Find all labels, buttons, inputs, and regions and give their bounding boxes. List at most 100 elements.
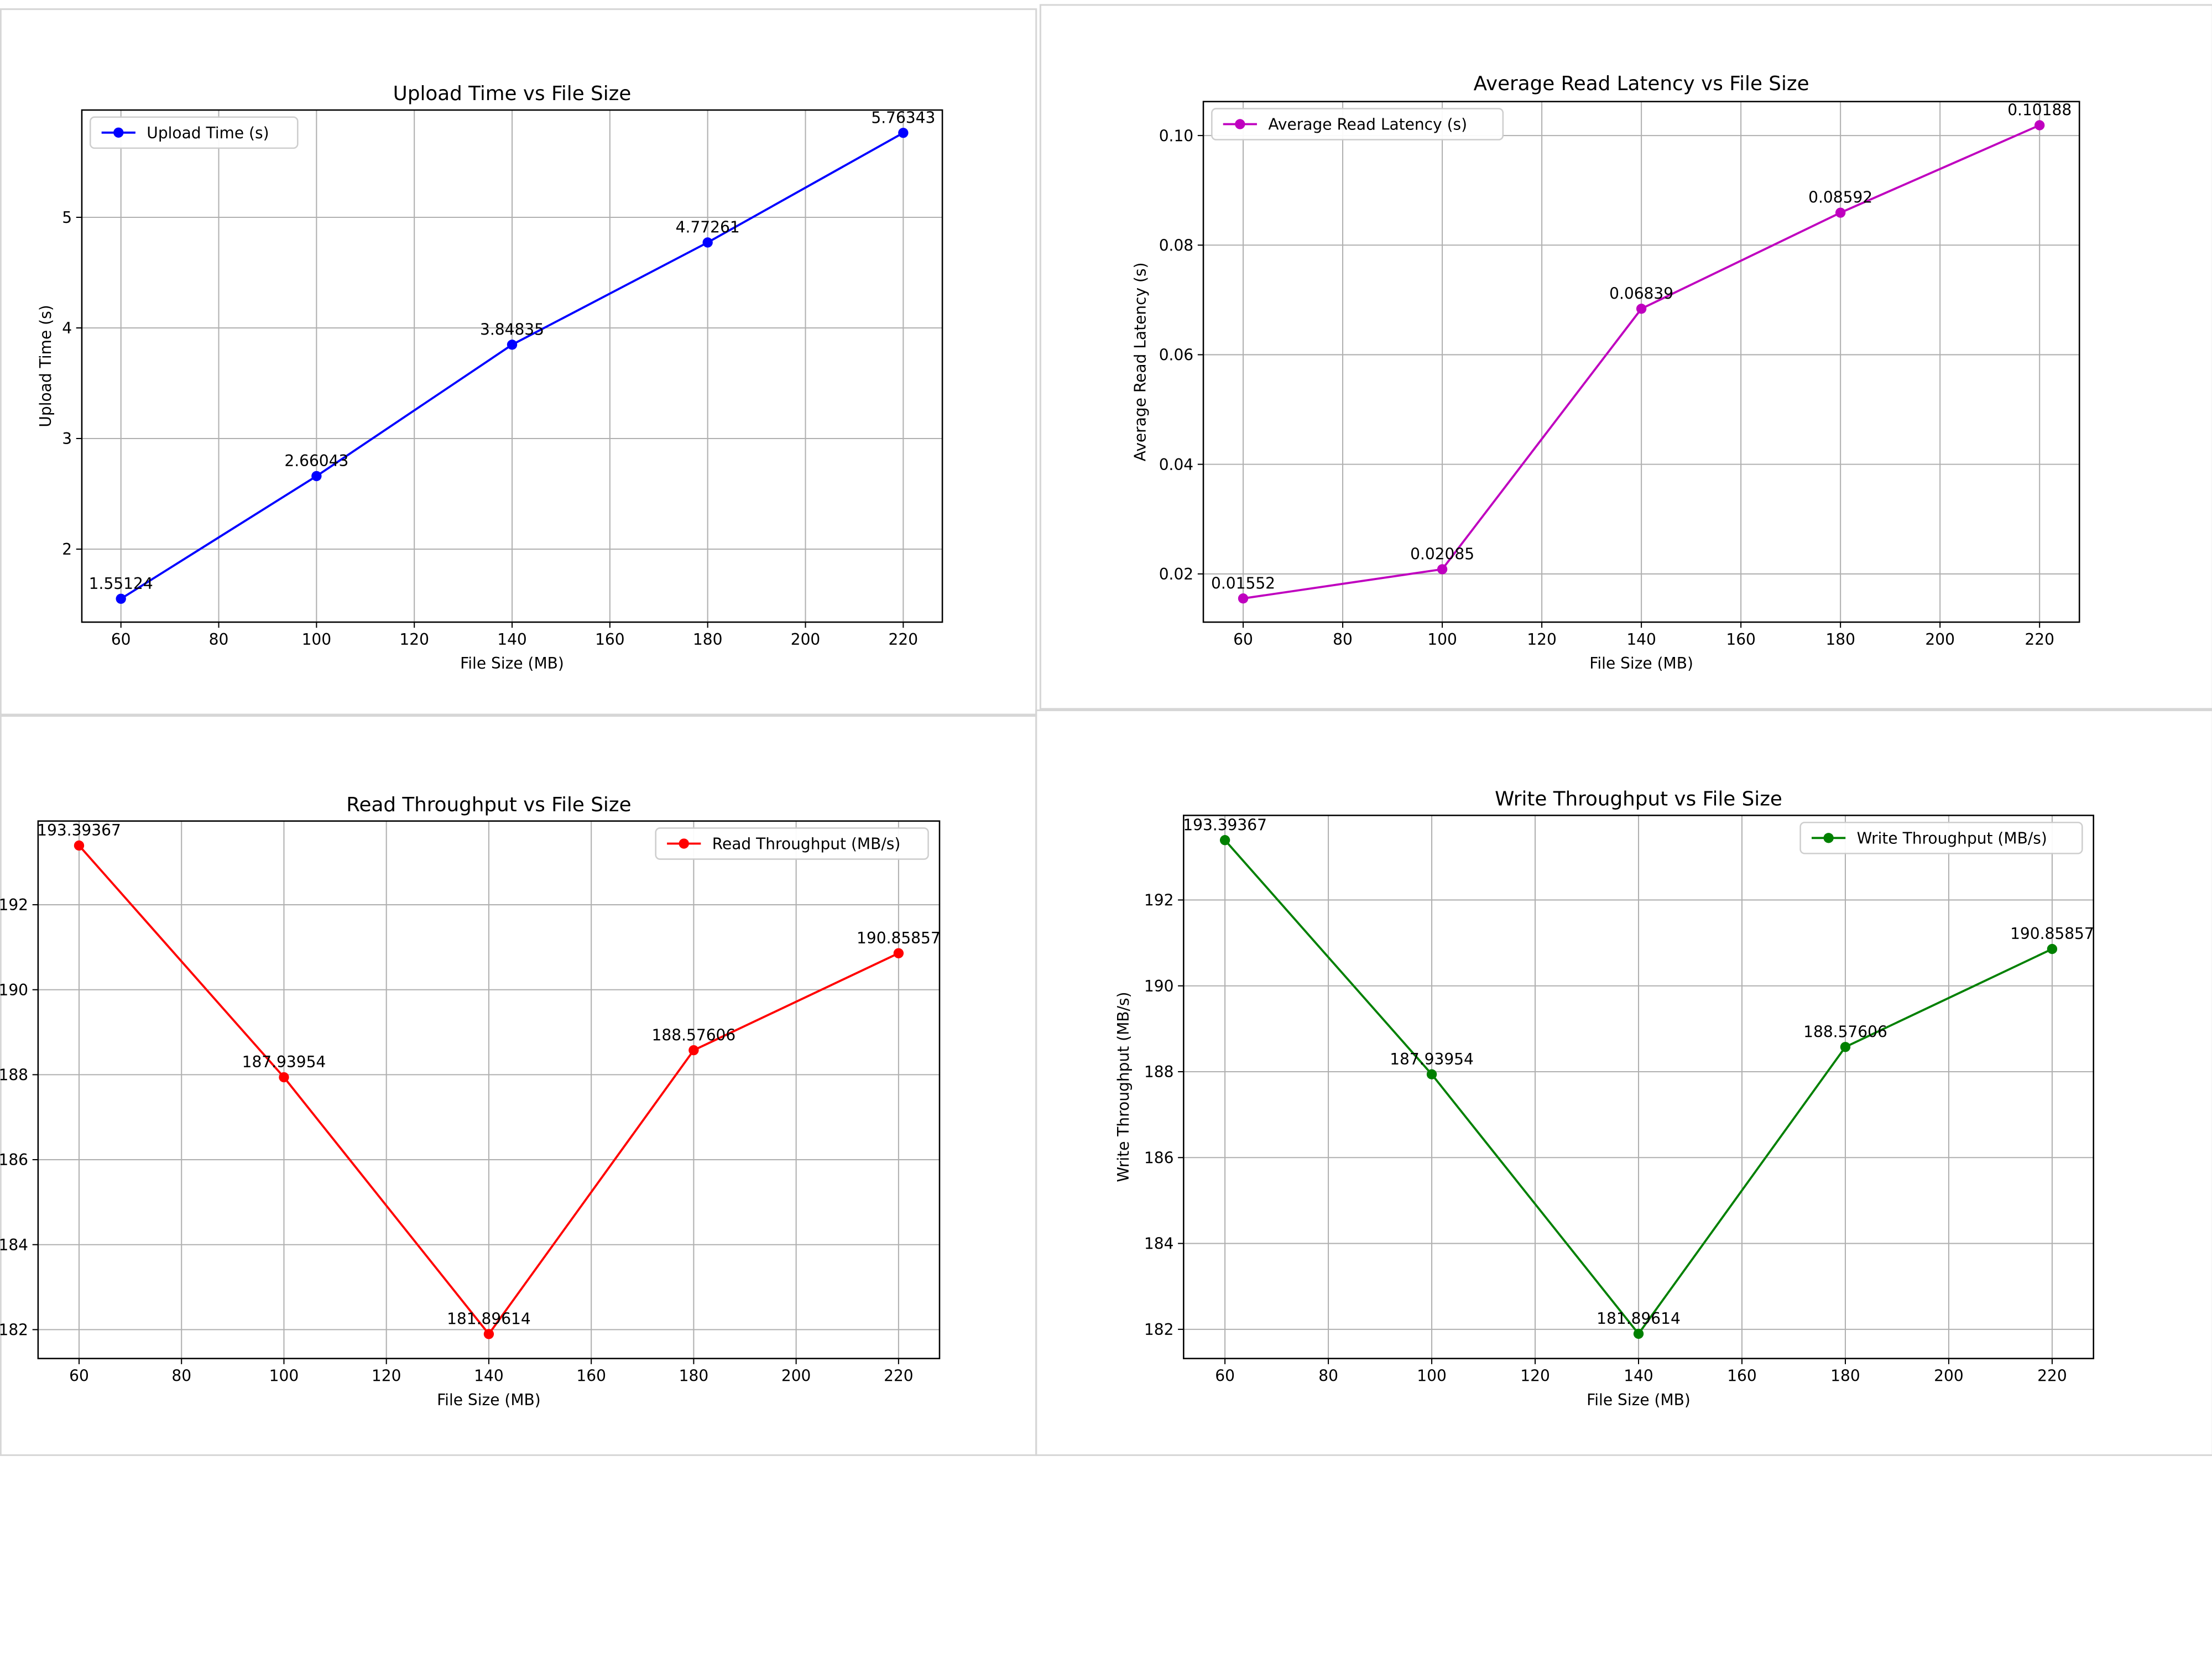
- legend-marker: [113, 127, 124, 138]
- x-tick-label: 100: [269, 1366, 299, 1385]
- chart-panel-0: 60 80 100 120 140 160 180 200 220 2 3 4 5 Upload Time…: [0, 8, 1037, 716]
- x-tick-label: 180: [1825, 630, 1855, 649]
- data-point: [688, 1045, 699, 1056]
- y-tick-label: 0.02: [1159, 565, 1193, 583]
- x-tick-label: 120: [1527, 630, 1557, 649]
- legend: Read Throughput (MB/s): [655, 827, 929, 860]
- data-point: [2034, 120, 2045, 131]
- legend-marker: [679, 838, 689, 849]
- legend-marker: [1823, 833, 1834, 843]
- x-tick-label: 220: [889, 630, 919, 649]
- y-tick-label: 0.10: [1159, 127, 1193, 145]
- y-tick-label: 182: [0, 1321, 28, 1339]
- x-tick-label: 120: [372, 1366, 401, 1385]
- chart-panel-2: 60 80 100 120 140 160 180 200 220 182 184 186 188 190…: [0, 715, 1037, 1456]
- data-point: [898, 128, 909, 138]
- data-point: [279, 1072, 289, 1083]
- panel-frame: [1035, 709, 2212, 1456]
- x-tick-label: 100: [1427, 630, 1457, 649]
- y-tick-label: 188: [1144, 1063, 1174, 1081]
- x-tick-label: 200: [1934, 1366, 1964, 1385]
- x-tick-label: 60: [1215, 1366, 1235, 1385]
- x-tick-label: 200: [791, 630, 821, 649]
- data-label: 193.39367: [37, 821, 121, 839]
- data-label: 1.55124: [89, 575, 153, 593]
- data-point: [702, 237, 713, 248]
- data-point: [1636, 304, 1647, 314]
- data-label: 5.76343: [871, 108, 935, 127]
- chart-panel-3: 60 80 100 120 140 160 180 200 220 182 184 186 188 190…: [1035, 709, 2212, 1456]
- chart-panel-1: 60 80 100 120 140 160 180 200 220 0.02 0.04 0.06 0.0…: [1039, 4, 2212, 710]
- data-label: 3.84835: [480, 320, 544, 338]
- panel-frame: [1039, 4, 2212, 710]
- y-tick-label: 182: [1144, 1321, 1174, 1339]
- data-label: 0.06839: [1609, 284, 1673, 302]
- legend-box: [1211, 108, 1504, 140]
- chart-title: Upload Time vs File Size: [393, 82, 632, 105]
- y-tick-label: 190: [0, 981, 28, 999]
- data-point: [1835, 207, 1846, 218]
- x-tick-label: 160: [1727, 1366, 1757, 1385]
- data-label: 187.93954: [242, 1053, 326, 1071]
- y-tick-label: 186: [1144, 1149, 1174, 1167]
- chart-title: Average Read Latency vs File Size: [1474, 72, 1809, 95]
- data-point: [116, 593, 126, 604]
- y-tick-label: 186: [0, 1151, 28, 1169]
- x-tick-label: 100: [302, 630, 332, 649]
- data-label: 188.57606: [652, 1026, 736, 1044]
- y-tick-label: 184: [1144, 1235, 1174, 1253]
- data-label: 190.85857: [857, 929, 941, 947]
- data-label: 0.10188: [2007, 101, 2072, 119]
- data-label: 187.93954: [1390, 1050, 1474, 1068]
- data-point: [893, 948, 904, 958]
- y-tick-label: 4: [62, 319, 72, 337]
- legend: Upload Time (s): [89, 116, 299, 149]
- data-point: [1840, 1042, 1851, 1052]
- x-tick-label: 140: [1624, 1366, 1653, 1385]
- x-tick-label: 180: [679, 1366, 709, 1385]
- x-axis-label: File Size (MB): [460, 654, 564, 672]
- x-tick-label: 80: [1318, 1366, 1338, 1385]
- x-tick-label: 60: [111, 630, 131, 649]
- data-point: [507, 340, 518, 350]
- x-tick-label: 220: [884, 1366, 914, 1385]
- legend-label: Read Throughput (MB/s): [712, 835, 901, 853]
- plot-area: [1183, 815, 2094, 1359]
- data-label: 0.02085: [1410, 545, 1474, 564]
- y-tick-label: 0.06: [1159, 346, 1193, 364]
- x-axis-label: File Size (MB): [437, 1391, 541, 1409]
- data-point: [2047, 943, 2058, 954]
- y-tick-label: 0.04: [1159, 456, 1193, 474]
- x-tick-label: 160: [1726, 630, 1756, 649]
- data-point: [483, 1329, 494, 1339]
- x-tick-label: 180: [1830, 1366, 1860, 1385]
- legend-box: [89, 116, 299, 149]
- data-point: [311, 471, 322, 482]
- data-point: [1633, 1328, 1644, 1339]
- y-axis-label: Upload Time (s): [36, 305, 55, 427]
- x-tick-label: 80: [209, 630, 229, 649]
- x-tick-label: 220: [2025, 630, 2054, 649]
- y-tick-label: 2: [62, 540, 72, 559]
- x-tick-label: 200: [1925, 630, 1955, 649]
- panel-frame: [0, 8, 1037, 716]
- legend: Average Read Latency (s): [1211, 108, 1504, 140]
- legend-box: [1799, 821, 2083, 854]
- x-tick-label: 160: [576, 1366, 606, 1385]
- x-tick-label: 200: [781, 1366, 811, 1385]
- y-tick-label: 5: [62, 208, 72, 227]
- legend-box: [655, 827, 929, 860]
- x-tick-label: 120: [399, 630, 429, 649]
- y-tick-label: 3: [62, 430, 72, 448]
- data-label: 4.77261: [676, 218, 740, 237]
- x-tick-label: 220: [2037, 1366, 2067, 1385]
- x-tick-label: 180: [693, 630, 723, 649]
- y-tick-label: 184: [0, 1236, 28, 1254]
- data-label: 193.39367: [1183, 816, 1267, 834]
- plot-area: [37, 820, 941, 1359]
- y-tick-label: 192: [0, 896, 28, 914]
- data-point: [74, 840, 85, 851]
- data-point: [1238, 593, 1249, 604]
- data-label: 0.08592: [1808, 189, 1872, 207]
- x-tick-label: 100: [1417, 1366, 1447, 1385]
